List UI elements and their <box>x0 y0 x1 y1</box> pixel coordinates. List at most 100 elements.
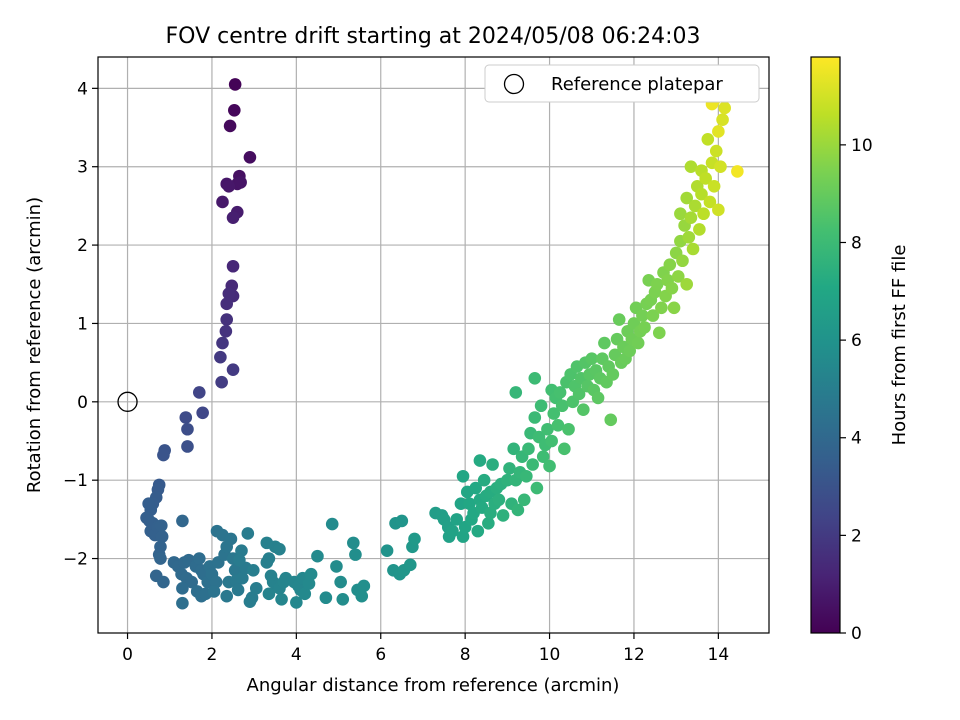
y-tick-label: 2 <box>77 236 88 256</box>
scatter-point <box>220 589 234 603</box>
scatter-point <box>667 301 681 315</box>
scatter-point <box>663 258 677 271</box>
scatter-point <box>262 587 276 601</box>
plot-area-background <box>98 57 769 633</box>
scatter-point <box>543 459 556 473</box>
scatter-point <box>598 336 611 350</box>
scatter-point <box>214 350 227 364</box>
colorbar-tick-label: 4 <box>851 429 862 449</box>
scatter-point <box>701 132 715 146</box>
scatter-point <box>181 422 194 436</box>
scatter-point <box>623 344 637 358</box>
x-axis-label: Angular distance from reference (arcmin) <box>247 675 620 696</box>
scatter-point <box>530 481 544 495</box>
scatter-point <box>216 336 229 350</box>
scatter-point <box>176 582 189 595</box>
scatter-point <box>176 514 189 528</box>
scatter-point <box>484 506 497 520</box>
scatter-point <box>243 151 257 164</box>
scatter-point <box>731 165 744 178</box>
scatter-point <box>665 281 679 295</box>
scatter-point <box>181 440 194 453</box>
scatter-point <box>275 593 288 606</box>
scatter-point <box>222 287 236 300</box>
scatter-point <box>631 336 645 350</box>
scatter-point <box>273 542 286 556</box>
scatter-point <box>290 596 303 609</box>
scatter-point <box>471 524 485 538</box>
colorbar-tick-label: 6 <box>851 331 862 351</box>
x-tick-label: 12 <box>623 645 645 665</box>
scatter-point <box>477 473 491 487</box>
scatter-point <box>697 207 710 221</box>
scatter-point <box>558 442 571 456</box>
scatter-point <box>680 191 694 205</box>
colorbar-tick-label: 8 <box>851 233 862 253</box>
scatter-point <box>228 78 242 91</box>
scatter-point <box>179 411 193 424</box>
data-points <box>140 78 744 610</box>
scatter-point <box>545 434 558 448</box>
grid-lines <box>98 57 769 633</box>
scatter-point <box>585 352 599 366</box>
scatter-point <box>209 575 223 589</box>
x-tick-label: 10 <box>539 645 561 665</box>
scatter-point <box>226 211 240 224</box>
scatter-point <box>347 536 360 550</box>
colorbar-label: Hours from first FF file <box>889 245 910 446</box>
scatter-point <box>157 448 170 462</box>
scatter-point <box>456 469 470 483</box>
colorbar-tick-label: 0 <box>851 624 862 644</box>
scatter-point <box>304 567 318 581</box>
scatter-point <box>682 230 696 244</box>
scatter-point <box>482 516 495 530</box>
scatter-point <box>522 442 535 456</box>
scatter-point <box>395 514 409 528</box>
legend-box <box>484 64 760 103</box>
scatter-point <box>196 406 209 420</box>
scatter-point <box>562 422 575 436</box>
reference-marker-group <box>117 391 138 412</box>
scatter-point <box>231 583 245 597</box>
scatter-point <box>655 301 668 315</box>
scatter-point <box>456 530 470 543</box>
legend-marker-reference-icon <box>503 73 525 95</box>
chart-title: FOV centre drift starting at 2024/05/08 … <box>166 24 701 49</box>
scatter-point <box>469 481 483 495</box>
scatter-point <box>154 552 167 565</box>
scatter-point <box>526 458 539 471</box>
scatter-point <box>380 544 394 558</box>
scatter-point <box>216 195 229 209</box>
scatter-point <box>330 560 343 573</box>
scatter-point <box>486 458 499 471</box>
scatter-point <box>684 211 698 224</box>
scatter-point <box>223 119 237 133</box>
scatter-point <box>226 259 240 273</box>
x-tick-label: 2 <box>207 645 218 665</box>
y-tick-label: 0 <box>77 393 88 413</box>
scatter-point <box>650 277 664 291</box>
scatter-point <box>319 591 333 605</box>
x-tick-label: 0 <box>122 645 133 665</box>
scatter-point <box>463 497 476 510</box>
scatter-point <box>509 386 523 399</box>
scatter-point <box>215 375 228 389</box>
scatter-point <box>450 513 464 526</box>
scatter-point <box>714 160 727 174</box>
x-axis-ticks: 0 2 4 6 8 10 12 14 <box>122 633 729 665</box>
scatter-point <box>185 575 198 589</box>
legend: Reference platepar <box>484 64 760 103</box>
scatter-point <box>233 553 246 567</box>
scatter-point <box>492 493 506 507</box>
scatter-point <box>699 172 712 185</box>
scatter-point <box>192 386 206 399</box>
scatter-point <box>241 527 255 540</box>
scatter-point <box>336 593 350 606</box>
scatter-point <box>247 564 260 577</box>
scatter-point <box>226 363 240 376</box>
scatter-point <box>473 454 487 467</box>
colorbar-ticks: 0 2 4 6 8 10 <box>840 136 873 644</box>
scatter-point <box>517 493 531 507</box>
scatter-point <box>220 297 234 311</box>
